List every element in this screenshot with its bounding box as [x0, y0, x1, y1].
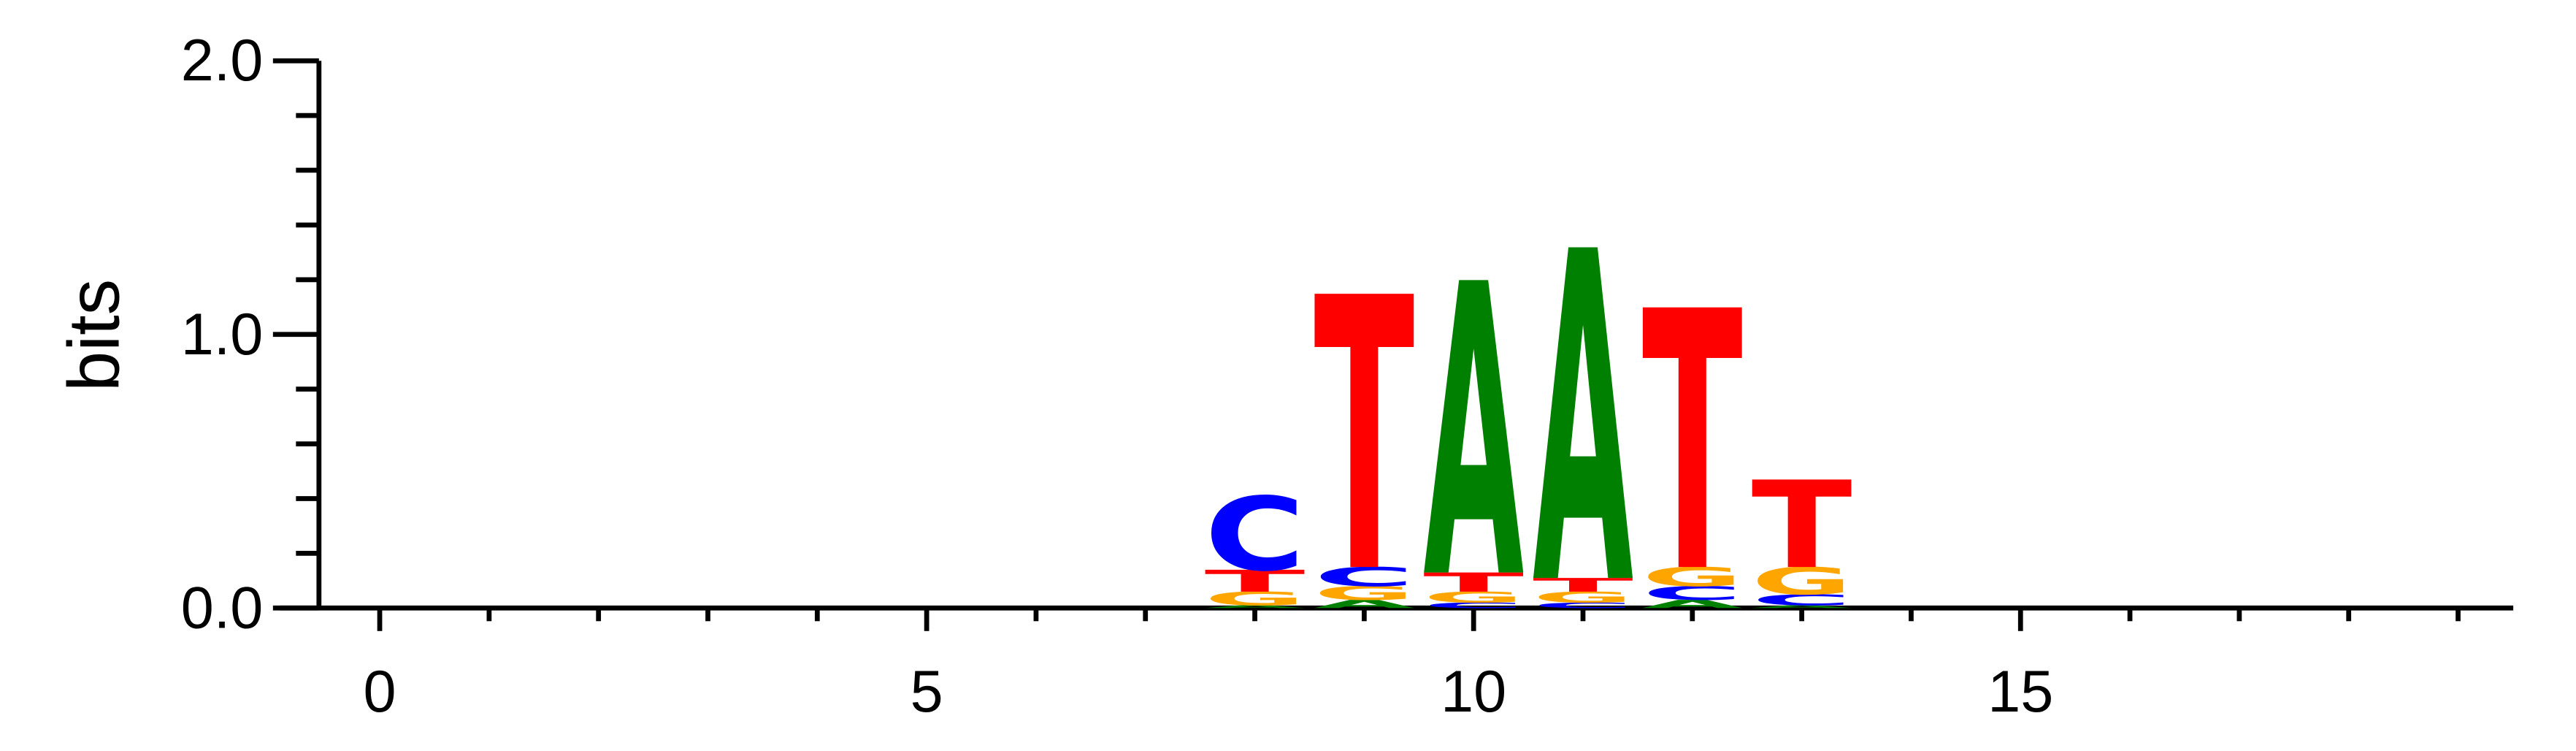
logo-letter-G: G — [1423, 589, 1524, 606]
y-axis-title: bits — [53, 279, 134, 392]
logo-letter-A: A — [1205, 605, 1306, 609]
logo-letter-G: G — [1752, 560, 1852, 603]
logo-letter-C: C — [1533, 601, 1633, 610]
logo-letter-A: A — [1642, 598, 1743, 611]
logo-letter-T: T — [1533, 574, 1633, 596]
y-tick-label: 1.0 — [181, 302, 264, 367]
logo-letter-C: C — [1752, 592, 1852, 609]
logo-letter-G: G — [1314, 583, 1414, 605]
y-tick-label: 2.0 — [181, 28, 264, 94]
logo-letter-C: C — [1205, 476, 1306, 593]
logo-letter-C: C — [1314, 562, 1414, 592]
logo-letter-A: A — [1314, 598, 1414, 611]
logo-letter-T: T — [1314, 219, 1415, 655]
logo-letter-T: T — [1423, 568, 1524, 598]
y-tick-label: 0.0 — [181, 575, 264, 641]
logo-letter-T: T — [1752, 457, 1852, 596]
logo-letter-A: A — [1752, 605, 1852, 609]
logo-letter-A: A — [1533, 157, 1634, 685]
logo-letter-G: G — [1205, 588, 1306, 610]
x-tick-label: 10 — [1441, 659, 1506, 725]
logo-letter-G: G — [1533, 589, 1633, 606]
x-tick-label: 15 — [1987, 659, 2053, 725]
x-tick-label: 5 — [911, 659, 943, 725]
x-tick-label: 0 — [364, 659, 396, 725]
logo-letter-A: A — [1423, 201, 1525, 668]
logo-letter-G: G — [1642, 562, 1743, 592]
logo-letter-T: T — [1205, 564, 1306, 599]
logo-letter-C: C — [1423, 601, 1524, 610]
logo-letter-C: C — [1642, 582, 1743, 604]
logo-letter-T: T — [1642, 237, 1744, 651]
